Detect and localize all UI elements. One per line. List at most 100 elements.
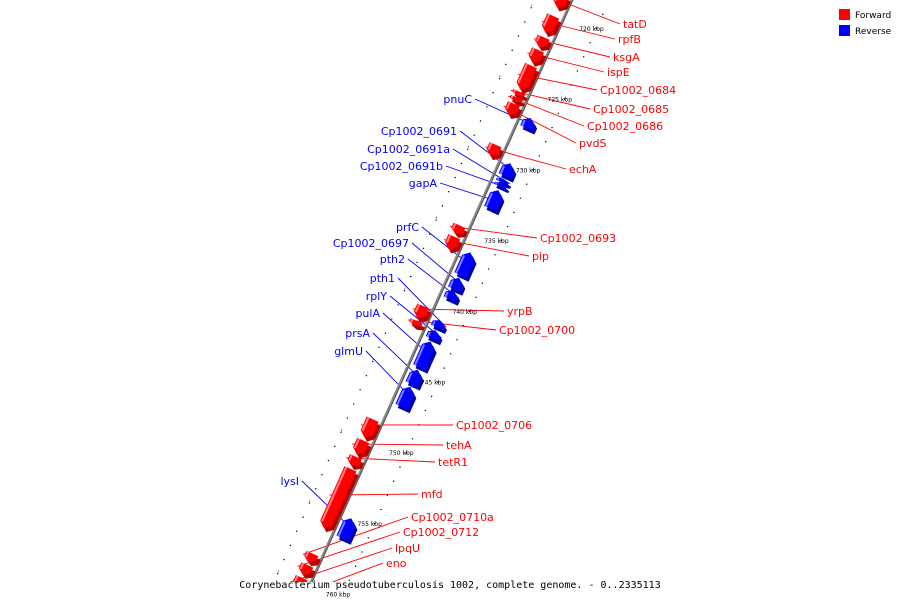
minor-tick-right: [486, 106, 488, 108]
minor-tick: [494, 254, 496, 256]
gene-highlight: [487, 142, 493, 151]
gene-Cp1002_0691[interactable]: [498, 163, 517, 183]
minor-tick-right: [321, 473, 323, 476]
gene-pth2[interactable]: [443, 290, 461, 306]
minor-tick-right: [416, 261, 418, 264]
gene-label: tatD: [623, 18, 647, 31]
gene-Cp1002_0712[interactable]: [298, 562, 316, 579]
minor-tick: [354, 565, 357, 567]
minor-tick: [475, 296, 477, 299]
minor-tick-right: [422, 247, 425, 250]
gene-tehA[interactable]: [353, 437, 372, 459]
gene-label: Cp1002_0685: [593, 103, 669, 116]
genome-caption: Corynebacterium pseudotuberculosis 1002,…: [239, 580, 660, 591]
gene-ispE[interactable]: [528, 47, 547, 67]
gene-rplY[interactable]: [425, 330, 443, 346]
tick-label: 730 kbp: [516, 167, 541, 174]
gene-pth1[interactable]: [430, 320, 447, 334]
legend-forward-swatch: [839, 9, 850, 20]
gene-Cp1002_0697[interactable]: [448, 277, 466, 296]
gene-label: eno: [386, 557, 407, 570]
minor-tick: [557, 112, 560, 115]
minor-tick: [456, 339, 458, 341]
minor-tick-right: [435, 219, 437, 221]
minor-tick: [481, 282, 484, 284]
gene-label: Cp1002_0691b: [360, 160, 443, 173]
gene-arrow: [336, 518, 355, 541]
gene-highlight: [321, 466, 348, 522]
minor-tick: [545, 141, 547, 143]
gene-arrow: [282, 593, 299, 600]
minor-tick: [602, 13, 604, 16]
minor-tick: [361, 551, 363, 553]
minor-tick: [430, 395, 433, 398]
gene-arrow: [395, 386, 414, 410]
gene-arrow: [405, 369, 422, 387]
gene-Cp1002_0706[interactable]: [360, 416, 381, 442]
minor-tick: [576, 70, 579, 72]
gene-pulA[interactable]: [413, 341, 437, 374]
minor-tick: [513, 211, 515, 214]
gene-pvdS[interactable]: [505, 101, 523, 119]
gene-Cp1002_0684[interactable]: [516, 62, 540, 94]
gene-highlight: [414, 303, 421, 313]
gene-label: Cp1002_0706: [456, 419, 532, 432]
gene-lysI[interactable]: [336, 518, 358, 545]
minor-tick: [589, 41, 591, 44]
gene-label: prsA: [345, 327, 370, 340]
minor-tick-right: [346, 417, 349, 419]
minor-tick-right: [334, 445, 336, 448]
gene-gapA[interactable]: [484, 190, 505, 216]
gene-label: pnuC: [443, 93, 472, 106]
minor-tick: [443, 367, 446, 369]
gene-highlight: [542, 13, 551, 27]
gene-yrpB[interactable]: [413, 303, 432, 323]
gene-tatD[interactable]: [553, 0, 572, 12]
gene-Cp1002_0693[interactable]: [451, 222, 468, 238]
gene-Cp1002_0691b[interactable]: [493, 181, 510, 194]
minor-tick-right: [302, 516, 304, 518]
gene-eno[interactable]: [282, 593, 302, 600]
gene-highlight: [510, 95, 514, 99]
tick-label: 725 kbp: [548, 97, 573, 104]
genome-track: [277, 0, 621, 600]
gene-arrow: [516, 62, 537, 90]
gene-Cp1002_0710a[interactable]: [304, 550, 321, 567]
minor-tick-right: [372, 360, 374, 363]
gene-highlight: [448, 280, 454, 288]
gene-Cp1002_0685[interactable]: [512, 89, 528, 101]
gene-pip[interactable]: [445, 234, 463, 254]
gene-Cp1002_0700[interactable]: [409, 318, 425, 331]
gene-prsA[interactable]: [405, 369, 424, 391]
minor-tick-right: [289, 544, 292, 547]
gene-highlight: [455, 255, 465, 274]
gene-label: yrpB: [507, 305, 533, 318]
gene-lpqU[interactable]: [291, 575, 310, 597]
minor-tick-right: [448, 191, 450, 193]
gene-pnuC[interactable]: [520, 118, 538, 135]
gene-highlight: [426, 331, 431, 338]
minor-tick: [411, 438, 414, 440]
gene-label: echA: [569, 163, 597, 176]
gene-prfC[interactable]: [454, 252, 477, 282]
minor-tick-right: [308, 502, 311, 504]
gene-rpfB[interactable]: [541, 13, 562, 37]
gene-glmU[interactable]: [395, 386, 417, 414]
gene-highlight: [499, 165, 505, 175]
gene-mfd[interactable]: [320, 466, 359, 533]
minor-tick-right: [460, 162, 463, 165]
gene-highlight: [299, 562, 305, 570]
minor-tick-right: [467, 148, 469, 150]
gene-echA[interactable]: [486, 142, 504, 161]
gene-ksgA[interactable]: [535, 34, 553, 52]
gene-tetR1[interactable]: [347, 454, 365, 470]
gene-label: Cp1002_0712: [403, 526, 479, 539]
gene-highlight: [517, 63, 528, 84]
gene-highlight: [529, 47, 535, 57]
gene-highlight: [536, 34, 541, 42]
gene-label: ispE: [607, 66, 630, 79]
tick-label: 720 kbp: [579, 26, 604, 33]
minor-tick-right: [479, 120, 482, 122]
minor-tick: [583, 56, 585, 58]
gene-Cp1002_0686[interactable]: [509, 94, 526, 107]
